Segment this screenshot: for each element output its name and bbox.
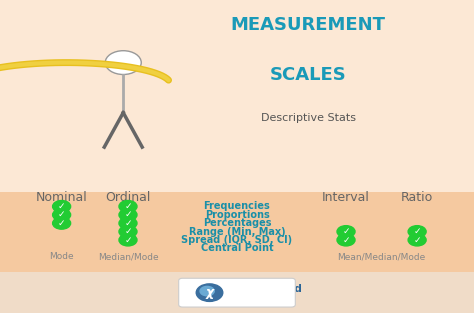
Text: Range (Min, Max): Range (Min, Max) — [189, 227, 285, 237]
Text: ✓: ✓ — [413, 235, 421, 244]
FancyBboxPatch shape — [179, 278, 295, 307]
Circle shape — [408, 226, 426, 238]
Text: Mean/Median/Mode: Mean/Median/Mode — [337, 252, 426, 261]
Text: Frequencies: Frequencies — [204, 202, 270, 212]
Text: Ratio: Ratio — [401, 191, 433, 204]
Circle shape — [337, 234, 355, 246]
Circle shape — [53, 209, 71, 221]
Circle shape — [53, 217, 71, 229]
Circle shape — [119, 217, 137, 229]
Circle shape — [200, 286, 214, 296]
Text: Descriptive Stats: Descriptive Stats — [261, 113, 356, 123]
Text: ✓: ✓ — [124, 227, 132, 236]
Text: Median/Mode: Median/Mode — [98, 252, 158, 261]
Text: ✓: ✓ — [342, 227, 350, 236]
Text: Central Point: Central Point — [201, 244, 273, 253]
Text: ✓: ✓ — [124, 210, 132, 219]
Circle shape — [53, 201, 71, 213]
Circle shape — [119, 201, 137, 213]
Text: ✓: ✓ — [58, 210, 65, 219]
FancyBboxPatch shape — [0, 272, 474, 313]
Circle shape — [337, 226, 355, 238]
Circle shape — [119, 209, 137, 221]
Text: Proportions: Proportions — [205, 210, 269, 220]
Text: ✓: ✓ — [58, 202, 65, 211]
Text: Nominal: Nominal — [36, 191, 88, 204]
Circle shape — [408, 234, 426, 246]
Text: MEASUREMENT: MEASUREMENT — [230, 16, 386, 34]
Text: Percentages: Percentages — [203, 218, 271, 228]
Text: Spread (IQR, SD, CI): Spread (IQR, SD, CI) — [182, 235, 292, 245]
Text: ✓: ✓ — [124, 235, 132, 244]
Text: ✓: ✓ — [124, 202, 132, 211]
FancyBboxPatch shape — [0, 192, 474, 272]
Text: χ: χ — [205, 286, 214, 299]
Text: Interval: Interval — [322, 191, 370, 204]
Text: Mode: Mode — [49, 252, 74, 261]
Text: ✓: ✓ — [413, 227, 421, 236]
Text: ChiSquared: ChiSquared — [235, 284, 302, 294]
Circle shape — [119, 234, 137, 246]
Text: Ordinal: Ordinal — [105, 191, 151, 204]
Circle shape — [119, 226, 137, 238]
Text: SCALES: SCALES — [270, 66, 346, 84]
Circle shape — [105, 51, 141, 74]
Circle shape — [196, 284, 223, 301]
Text: ✓: ✓ — [58, 219, 65, 228]
Text: Innovations: Innovations — [235, 295, 267, 300]
Text: ✓: ✓ — [342, 235, 350, 244]
Text: ✓: ✓ — [124, 219, 132, 228]
